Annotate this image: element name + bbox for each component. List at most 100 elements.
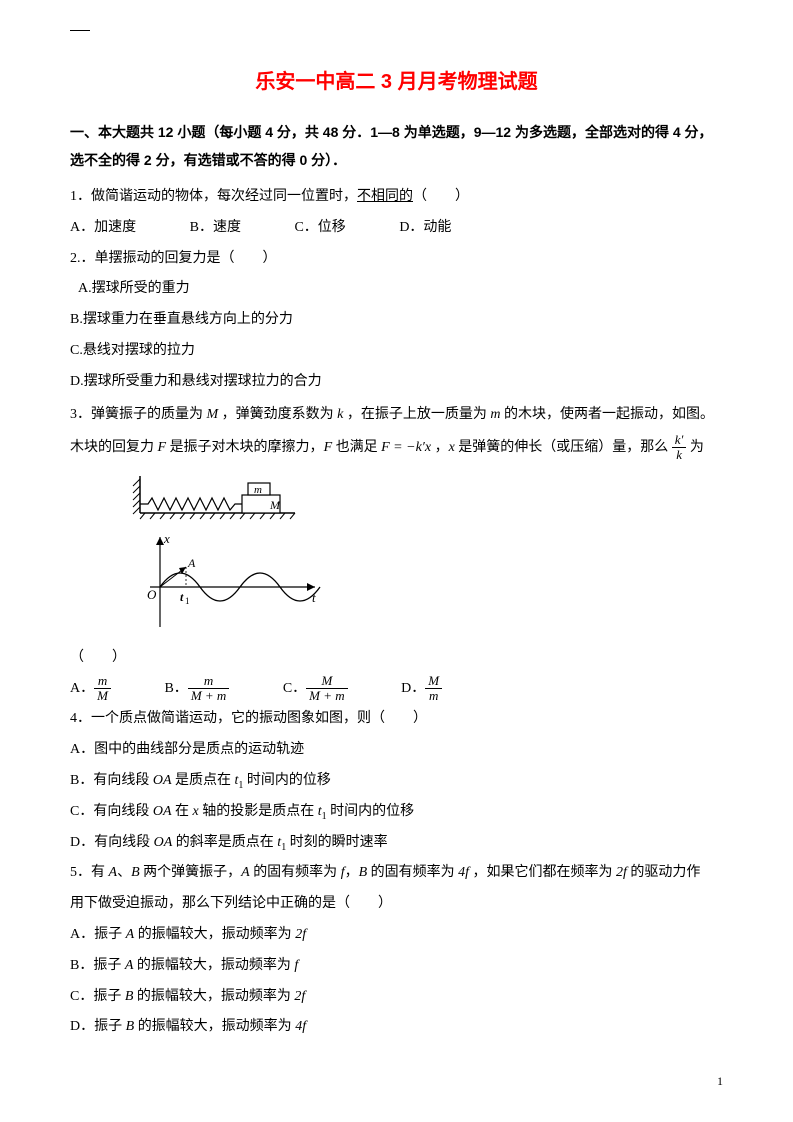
q4-opt-d: D．有向线段 OA 的斜率是质点在 t1 时刻的瞬时速率 — [70, 828, 723, 859]
q3-frac: k′k — [672, 433, 687, 463]
q3-frac-num: k′ — [672, 433, 687, 448]
q2-opt-d: D.摆球所受重力和悬线对摆球拉力的合力 — [70, 367, 723, 398]
q5c-f: 2f — [294, 989, 305, 1004]
fig2-y-label: x — [163, 531, 170, 546]
q5d-f: 4f — [295, 1019, 306, 1034]
figure-spring-block: M m — [130, 471, 723, 521]
q3-a-den: M — [94, 689, 111, 703]
q3-t10: 为 — [686, 440, 704, 455]
q5-2: 、 — [117, 865, 131, 880]
q5b-f: f — [294, 958, 298, 973]
q5-7: ，如果它们都在频率为 — [469, 865, 616, 880]
q5a-2: 的振幅较大，振动频率为 — [134, 927, 295, 942]
q3-t9: 是弹簧的伸长（或压缩）量，那么 — [455, 440, 672, 455]
q5-A2: A — [241, 865, 250, 880]
q3-d-den: m — [425, 689, 442, 703]
q3-opt-a-label: A． — [70, 681, 94, 696]
q3-F2: F — [324, 440, 333, 455]
q5a-A: A — [126, 927, 135, 942]
q3-t8: ， — [431, 440, 449, 455]
q3-t6: 是振子对木块的摩擦力， — [166, 440, 324, 455]
figure-wave: x t O A t 1 — [130, 527, 723, 637]
q3-c-den: M + m — [306, 689, 348, 703]
q5-opt-c: C．振子 B 的振幅较大，振动频率为 2f — [70, 982, 723, 1013]
q3-frac-den: k — [672, 448, 687, 462]
q3-opt-c-label: C． — [283, 681, 306, 696]
q4c-2: 在 — [172, 804, 193, 819]
fig2-A: A — [187, 556, 196, 570]
fig2-origin: O — [147, 587, 157, 602]
fig1-M-label: M — [269, 498, 281, 512]
q3-c-num: M — [306, 674, 348, 689]
section-instruction: 一、本大题共 12 小题（每小题 4 分，共 48 分．1—8 为单选题，9—1… — [70, 118, 723, 174]
q4c-4: 时间内的位移 — [327, 804, 415, 819]
q3-t7: 也满足 — [332, 440, 381, 455]
q3-opt-a: A．mM — [70, 674, 111, 705]
q5-opt-a: A．振子 A 的振幅较大，振动频率为 2f — [70, 920, 723, 951]
q5-B2: B — [359, 865, 368, 880]
q5-5: ， — [345, 865, 359, 880]
q5c-1: C．振子 — [70, 989, 125, 1004]
q4d-oa: OA — [154, 835, 173, 850]
question-4-stem: 4．一个质点做简谐运动，它的振动图象如图，则（ ） — [70, 704, 723, 735]
q4c-oa: OA — [153, 804, 172, 819]
q3-eq: F = −k′x — [381, 440, 431, 455]
q5-8: 的驱动力作 — [627, 865, 701, 880]
q5d-1: D．振子 — [70, 1019, 126, 1034]
q4b-2: 是质点在 — [172, 773, 235, 788]
wave-diagram-svg: x t O A t 1 — [130, 527, 330, 637]
q5c-2: 的振幅较大，振动频率为 — [133, 989, 294, 1004]
q4-opt-c: C．有向线段 OA 在 x 轴的投影是质点在 t1 时间内的位移 — [70, 797, 723, 828]
q4d-3: 时刻的瞬时速率 — [286, 835, 388, 850]
q2-opt-a: A.摆球所受的重力 — [70, 274, 723, 305]
fig1-m-label: m — [254, 484, 262, 496]
q5-3: 两个弹簧振子， — [140, 865, 242, 880]
q1-opt-d: D．动能 — [399, 213, 451, 244]
q5-4f: 4f — [458, 865, 469, 880]
q3-M: M — [207, 407, 219, 422]
q5a-f: 2f — [295, 927, 306, 942]
q5-opt-b: B．振子 A 的振幅较大，振动频率为 f — [70, 951, 723, 982]
q3-opt-b-label: B． — [164, 681, 187, 696]
q3-b-den: M + m — [188, 689, 230, 703]
q5b-2: 的振幅较大，振动频率为 — [133, 958, 294, 973]
q3-opt-c: C．MM + m — [283, 674, 348, 705]
q3-t5: 木块的回复力 — [70, 440, 158, 455]
q5-line2: 用下做受迫振动，那么下列结论中正确的是（ ） — [70, 889, 723, 920]
fig2-t1: t — [180, 590, 184, 604]
q3-F1: F — [158, 440, 167, 455]
q3-t3: ，在振子上放一质量为 — [343, 407, 490, 422]
q2-opt-b: B.摆球重力在垂直悬线方向上的分力 — [70, 305, 723, 336]
question-2-stem: 2.．单摆振动的回复力是（ ） — [70, 244, 723, 275]
q5-B1: B — [131, 865, 140, 880]
q3-b-num: m — [188, 674, 230, 689]
q3-a-num: m — [94, 674, 111, 689]
q5-opt-d: D．振子 B 的振幅较大，振动频率为 4f — [70, 1012, 723, 1043]
q3-opt-d: D．Mm — [401, 674, 442, 705]
q4-opt-a: A．图中的曲线部分是质点的运动轨迹 — [70, 735, 723, 766]
q1-stem-pre: 1．做简谐运动的物体，每次经过同一位置时， — [70, 189, 357, 204]
q5b-1: B．振子 — [70, 958, 125, 973]
page-number: 1 — [717, 1068, 723, 1094]
question-3: 3．弹簧振子的质量为 M ，弹簧劲度系数为 k ，在振子上放一质量为 m 的木块… — [70, 398, 723, 432]
q3-t1: 3．弹簧振子的质量为 — [70, 407, 207, 422]
exam-title: 乐安一中高二 3 月月考物理试题 — [70, 60, 723, 104]
q4c-1: C．有向线段 — [70, 804, 153, 819]
q4b-3: 时间内的位移 — [243, 773, 331, 788]
q4c-3: 轴的投影是质点在 — [199, 804, 318, 819]
q5d-2: 的振幅较大，振动频率为 — [134, 1019, 295, 1034]
q2-options: A.摆球所受的重力 B.摆球重力在垂直悬线方向上的分力 C.悬线对摆球的拉力 D… — [70, 274, 723, 397]
q5-2f: 2f — [616, 865, 627, 880]
q1-stem-underline: 不相同的 — [357, 189, 413, 204]
q3-opt-d-label: D． — [401, 681, 425, 696]
question-1: 1．做简谐运动的物体，每次经过同一位置时，不相同的（ ） — [70, 182, 723, 213]
q5-6: 的固有频率为 — [367, 865, 458, 880]
header-rule — [70, 30, 90, 31]
question-3-line2: 木块的回复力 F 是振子对木块的摩擦力，F 也满足 F = −k′x ，x 是弹… — [70, 431, 723, 465]
q4d-1: D．有向线段 — [70, 835, 154, 850]
q4b-oa: OA — [153, 773, 172, 788]
q3-blank: （ ） — [70, 643, 723, 674]
q1-opt-c: C．位移 — [294, 213, 345, 244]
q1-opt-b: B．速度 — [190, 213, 241, 244]
q3-opt-b: B．mM + m — [164, 674, 229, 705]
